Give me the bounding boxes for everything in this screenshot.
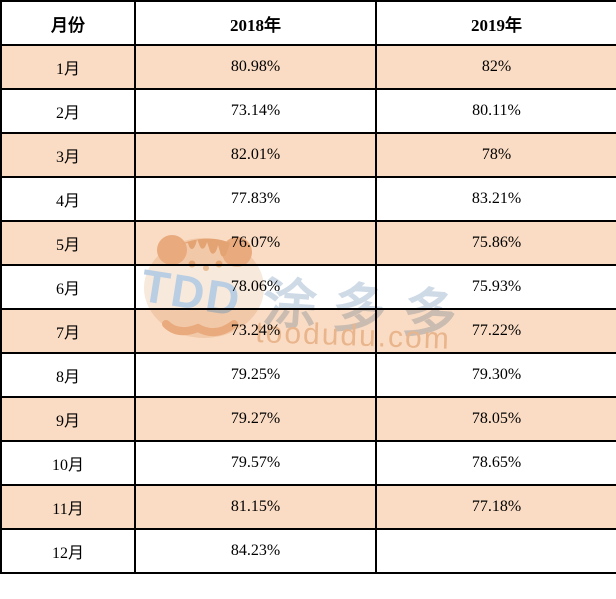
cell-2018-value: 79.25% — [134, 352, 377, 398]
cell-2018-value: 77.83% — [134, 176, 377, 222]
column-header-2019: 2019年 — [375, 0, 616, 46]
cell-2018-value: 81.15% — [134, 484, 377, 530]
cell-month: 7月 — [0, 308, 136, 354]
table-row: 4月 77.83% 83.21% — [0, 176, 616, 222]
cell-2018-value: 78.06% — [134, 264, 377, 310]
table-row: 12月 84.23% — [0, 528, 616, 574]
cell-month: 8月 — [0, 352, 136, 398]
table-row: 1月 80.98% 82% — [0, 44, 616, 90]
cell-2018-value: 76.07% — [134, 220, 377, 266]
cell-month: 10月 — [0, 440, 136, 486]
cell-month: 4月 — [0, 176, 136, 222]
cell-2019-value: 77.18% — [375, 484, 616, 530]
cell-month: 3月 — [0, 132, 136, 178]
column-header-month: 月份 — [0, 0, 136, 46]
table-row: 11月 81.15% 77.18% — [0, 484, 616, 530]
table-row: 6月 78.06% 75.93% — [0, 264, 616, 310]
table-row: 7月 73.24% 77.22% — [0, 308, 616, 354]
cell-2019-value: 83.21% — [375, 176, 616, 222]
table-row: 2月 73.14% 80.11% — [0, 88, 616, 134]
header-row: 月份 2018年 2019年 — [0, 0, 616, 46]
cell-month: 5月 — [0, 220, 136, 266]
cell-2019-value: 82% — [375, 44, 616, 90]
table-row: 8月 79.25% 79.30% — [0, 352, 616, 398]
cell-2018-value: 79.27% — [134, 396, 377, 442]
cell-month: 11月 — [0, 484, 136, 530]
cell-2018-value: 80.98% — [134, 44, 377, 90]
cell-2019-value: 80.11% — [375, 88, 616, 134]
cell-2019-value: 78.65% — [375, 440, 616, 486]
cell-2018-value: 79.57% — [134, 440, 377, 486]
cell-2019-value: 78% — [375, 132, 616, 178]
cell-month: 9月 — [0, 396, 136, 442]
cell-2019-value: 75.93% — [375, 264, 616, 310]
cell-month: 1月 — [0, 44, 136, 90]
table-row: 10月 79.57% 78.65% — [0, 440, 616, 486]
cell-2018-value: 84.23% — [134, 528, 377, 574]
cell-2019-value: 75.86% — [375, 220, 616, 266]
monthly-data-table: 月份 2018年 2019年 1月 80.98% 82% 2月 73.14% 8… — [0, 0, 616, 574]
cell-2019-value: 78.05% — [375, 396, 616, 442]
column-header-2018: 2018年 — [134, 0, 377, 46]
cell-2019-value: 77.22% — [375, 308, 616, 354]
cell-2019-value — [375, 528, 616, 574]
cell-2018-value: 82.01% — [134, 132, 377, 178]
table-row: 5月 76.07% 75.86% — [0, 220, 616, 266]
cell-2019-value: 79.30% — [375, 352, 616, 398]
cell-2018-value: 73.14% — [134, 88, 377, 134]
table-row: 3月 82.01% 78% — [0, 132, 616, 178]
cell-month: 6月 — [0, 264, 136, 310]
cell-2018-value: 73.24% — [134, 308, 377, 354]
cell-month: 12月 — [0, 528, 136, 574]
cell-month: 2月 — [0, 88, 136, 134]
table-row: 9月 79.27% 78.05% — [0, 396, 616, 442]
